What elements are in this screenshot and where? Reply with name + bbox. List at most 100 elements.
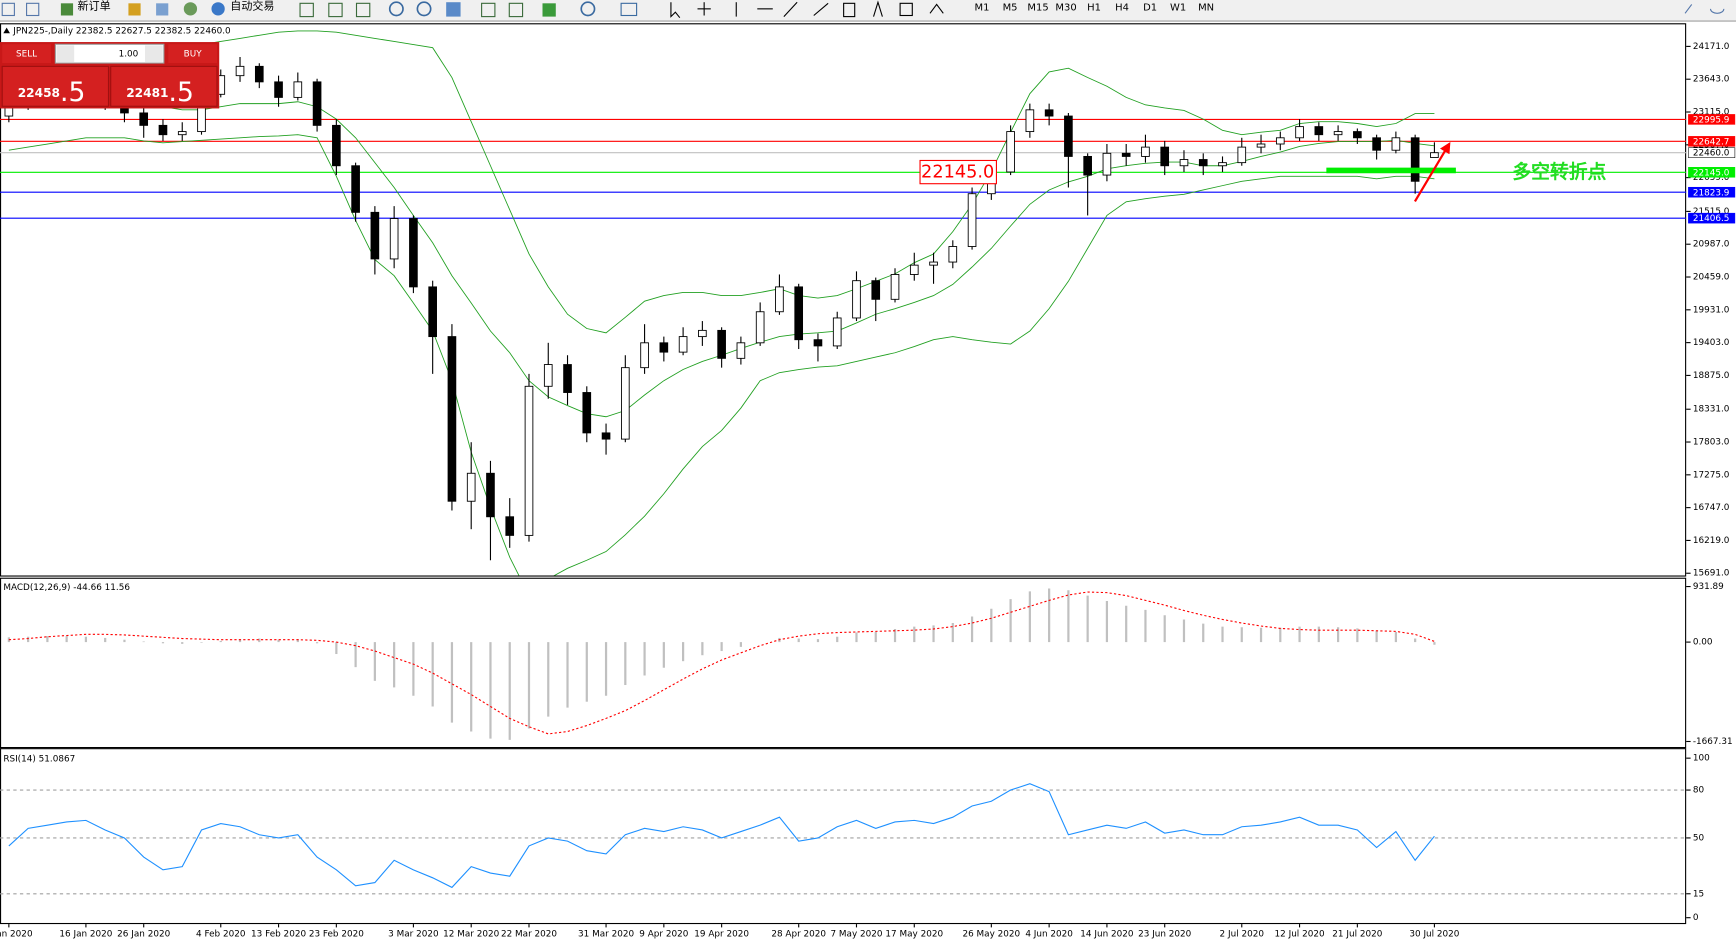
icon[interactable] (60, 3, 74, 16)
x-tick-label: 31 Mar 2020 (578, 930, 634, 940)
y-tick-label: 20459.0 (1693, 273, 1730, 283)
timeframe-button[interactable]: M1 (975, 3, 990, 14)
volume-up[interactable] (145, 45, 163, 62)
bid-big[interactable]: 22458 (18, 85, 60, 99)
candle-body (1044, 109, 1054, 117)
icon[interactable] (128, 3, 141, 16)
bid-small[interactable]: .5 (60, 76, 85, 107)
icon[interactable] (388, 1, 404, 17)
buy-button[interactable] (168, 44, 217, 64)
sell-button[interactable] (2, 44, 51, 64)
macd-signal (8, 591, 1435, 735)
y-tick-label: 20987.0 (1693, 240, 1730, 250)
arrow[interactable] (1413, 141, 1451, 202)
ask-big[interactable]: 22481 (126, 85, 168, 99)
candle-body (428, 286, 437, 338)
icon[interactable] (783, 1, 798, 17)
annotation-box (919, 159, 997, 185)
candle-body (775, 286, 784, 313)
macd-plot (7, 588, 1436, 740)
candle-body (794, 286, 804, 341)
y-tick-label: 16747.0 (1693, 503, 1730, 513)
price-level-label-bg (1688, 167, 1736, 178)
x-tick-label: 7 May 2020 (830, 930, 882, 940)
volume-down[interactable] (56, 45, 75, 62)
price-level-label: 22460.0 (1693, 149, 1730, 159)
y-tick-label: 80 (1693, 786, 1705, 796)
candle-body (1179, 159, 1189, 167)
x-tick-label: 22 Mar 2020 (501, 930, 557, 940)
ask-price[interactable]: 22481.5 (126, 76, 194, 107)
timeframe-button[interactable]: H4 (1115, 3, 1129, 14)
x-tick-label: 7 Jan 2020 (0, 930, 33, 940)
icon[interactable] (299, 2, 314, 18)
new-order-button[interactable]: 新订单 (78, 0, 111, 13)
icon[interactable] (1, 2, 15, 17)
x-tick-label: 4 Feb 2020 (196, 930, 246, 940)
volume-field[interactable] (54, 43, 165, 64)
x-tick-label: 21 Jul 2020 (1332, 930, 1382, 940)
icon[interactable] (481, 2, 496, 18)
timeframe-button[interactable]: MN (1198, 3, 1214, 14)
sell-label[interactable]: SELL (16, 50, 37, 60)
icon[interactable] (26, 2, 40, 17)
timeframe-button[interactable]: M5 (1003, 3, 1018, 14)
candle-body (177, 131, 187, 136)
icon[interactable] (156, 3, 169, 16)
candle-body (1237, 146, 1247, 164)
icon[interactable] (843, 2, 856, 18)
bollinger-lower (8, 134, 1435, 576)
icon[interactable] (183, 2, 198, 16)
icon[interactable] (929, 3, 944, 14)
icon[interactable] (580, 1, 596, 17)
candle-body (351, 165, 360, 213)
candle-body (524, 385, 534, 536)
timeframe-button[interactable]: D1 (1143, 3, 1157, 14)
icon[interactable] (1684, 4, 1725, 14)
timeframe-button[interactable]: M15 (1027, 3, 1048, 14)
buy-price-button[interactable] (110, 65, 218, 107)
icon[interactable] (446, 2, 461, 17)
buy-label[interactable]: BUY (184, 50, 203, 60)
icon[interactable] (899, 2, 913, 17)
icon[interactable] (670, 2, 681, 19)
auto-trading-button[interactable]: 自动交易 (230, 0, 274, 13)
ask-small[interactable]: .5 (169, 76, 194, 107)
candle-body (158, 124, 168, 136)
y-tick-label: 0 (1693, 913, 1699, 923)
x-tick-label: 9 Apr 2020 (639, 930, 688, 940)
collapse-icon[interactable] (3, 27, 10, 34)
icon[interactable] (873, 0, 883, 17)
candle-body (312, 81, 322, 126)
annotation: 22145.0 (921, 163, 994, 183)
toolbar-bg (0, 0, 1736, 22)
candle-body (948, 246, 958, 263)
rsi-plot (0, 783, 1687, 895)
y-tick-label: -1667.31 (1693, 737, 1733, 747)
candle-body (1295, 126, 1304, 139)
candle-body (139, 112, 149, 126)
y-tick-label: 0.00 (1693, 638, 1713, 648)
candle-body (1430, 152, 1439, 158)
icon[interactable] (620, 2, 638, 17)
candle-body (235, 65, 245, 77)
price-plot (0, 30, 1687, 576)
timeframe-button[interactable]: M30 (1055, 3, 1076, 14)
icon[interactable] (211, 2, 225, 16)
price-level-label-bg (1688, 212, 1736, 224)
sell-price-button[interactable] (1, 65, 110, 107)
timeframe-button[interactable]: H1 (1087, 3, 1101, 14)
icon[interactable] (416, 1, 432, 17)
icon[interactable] (508, 2, 524, 18)
volume-value[interactable]: 1.00 (119, 50, 139, 60)
icon[interactable] (328, 2, 343, 18)
bid-price[interactable]: 22458.5 (18, 76, 86, 107)
candle-body (1410, 137, 1420, 182)
icon[interactable] (542, 3, 556, 17)
icon[interactable] (813, 2, 829, 16)
timeframe-button[interactable]: W1 (1170, 3, 1186, 14)
price-level-label: 21823.9 (1693, 188, 1730, 198)
icon[interactable] (355, 2, 371, 18)
candle-body (678, 336, 688, 353)
